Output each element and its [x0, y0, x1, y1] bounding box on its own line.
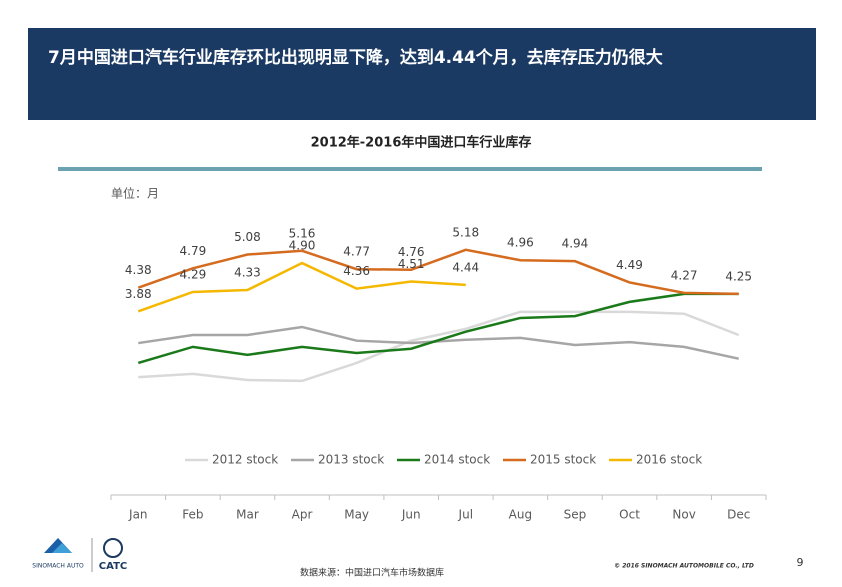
x-tick-label: May: [344, 508, 369, 522]
x-tick-label: Oct: [619, 508, 640, 522]
headline: 7月中国进口汽车行业库存环比出现明显下降，达到4.44个月，去库存压力仍很大: [48, 47, 663, 68]
series-line: [138, 325, 739, 360]
source-note: 数据来源：中国进口汽车市场数据库: [300, 567, 444, 579]
data-label: 5.18: [452, 225, 479, 239]
copyright: © 2016 SINOMACH AUTOMOBILE CO., LTD: [614, 563, 754, 570]
data-label: 4.38: [125, 263, 152, 277]
x-tick-label: Jul: [458, 508, 473, 522]
header-band: [28, 28, 816, 120]
data-label: 3.88: [125, 287, 152, 301]
series-line: [137, 292, 739, 365]
series-line: [137, 248, 739, 296]
data-label: 4.25: [725, 269, 752, 283]
data-label: 4.44: [452, 260, 479, 274]
legend-label: 2015 stock: [530, 453, 596, 467]
x-tick-label: Dec: [727, 508, 750, 522]
legend-label: 2014 stock: [424, 453, 490, 467]
x-tick-label: Jun: [401, 508, 421, 522]
data-label: 4.96: [507, 236, 534, 250]
series-line: [138, 310, 740, 383]
data-label: 4.51: [398, 257, 425, 271]
data-label: 4.49: [616, 258, 643, 272]
page-number: 9: [797, 556, 804, 569]
data-label: 4.90: [289, 239, 316, 253]
data-label: 5.16: [289, 226, 316, 240]
legend-label: 2016 stock: [636, 453, 702, 467]
data-label: 5.08: [234, 230, 261, 244]
title-rule: [58, 167, 762, 171]
data-label: 4.29: [180, 267, 207, 281]
x-tick-label: Jan: [128, 508, 148, 522]
x-tick-label: Sep: [564, 508, 587, 522]
chart-title: 2012年-2016年中国进口车行业库存: [311, 135, 532, 151]
data-label: 4.79: [180, 244, 207, 258]
logo-text: CATC: [99, 561, 127, 572]
logo-text: SINOMACH AUTO: [32, 563, 84, 570]
legend-label: 2013 stock: [318, 453, 384, 467]
unit-label: 单位：月: [111, 186, 159, 201]
legend-label: 2012 stock: [212, 453, 278, 467]
logo: SINOMACH AUTO CATC: [32, 538, 127, 572]
data-label: 4.94: [562, 237, 589, 251]
x-tick-label: Feb: [182, 508, 203, 522]
data-label: 4.27: [671, 268, 698, 282]
x-tick-label: Nov: [672, 508, 695, 522]
data-label: 4.36: [343, 264, 370, 278]
x-tick-label: Aug: [509, 508, 532, 522]
data-label: 4.33: [234, 266, 261, 280]
data-label: 4.76: [398, 245, 425, 259]
x-tick-label: Apr: [292, 508, 313, 522]
series-line: [137, 261, 466, 313]
x-tick-label: Mar: [236, 508, 259, 522]
data-label: 4.77: [343, 245, 370, 259]
